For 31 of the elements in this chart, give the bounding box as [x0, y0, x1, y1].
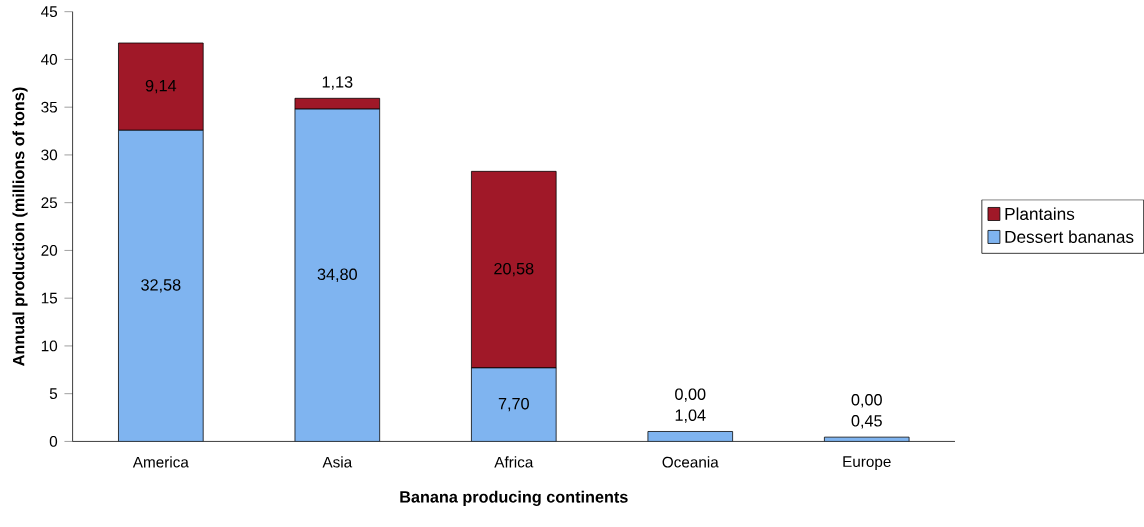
bar [647, 430, 733, 442]
bar [824, 436, 910, 442]
y-tick-label: 30 [41, 149, 58, 161]
y-tick-label: 40 [41, 53, 58, 65]
y-axis-title: Annual production (millions of tons) [12, 87, 28, 366]
data-label: 0,00 [675, 388, 706, 402]
y-tick-label: 20 [41, 244, 58, 256]
data-label: 34,80 [317, 268, 357, 282]
y-tick-label: 10 [41, 340, 58, 352]
data-label: 0,00 [851, 393, 882, 408]
y-tick-label: 25 [41, 197, 58, 208]
legend-label: Plantains [1005, 207, 1075, 220]
y-tick-label: 0 [49, 435, 58, 447]
data-label: 20,58 [494, 262, 534, 277]
legend-label: Dessert bananas [1005, 230, 1134, 243]
x-axis-title: Banana producing continents [400, 490, 628, 506]
data-label: 1,13 [322, 76, 353, 90]
x-tick-label: Oceania [662, 456, 719, 468]
data-label: 1,04 [675, 409, 706, 423]
data-label: 7,70 [498, 397, 529, 412]
data-label: 0,45 [851, 414, 882, 429]
x-tick-label: Africa [494, 456, 534, 468]
data-label: 32,58 [141, 278, 181, 293]
y-tick-label: 15 [41, 292, 58, 304]
y-tick-label: 35 [41, 101, 58, 113]
x-tick-label: America [132, 456, 189, 468]
x-tick-label: Europe [843, 456, 891, 470]
x-tick-label: Asia [322, 456, 353, 468]
data-label: 9,14 [145, 79, 177, 94]
y-tick-label: 45 [41, 6, 58, 17]
y-tick-label: 5 [49, 388, 58, 399]
